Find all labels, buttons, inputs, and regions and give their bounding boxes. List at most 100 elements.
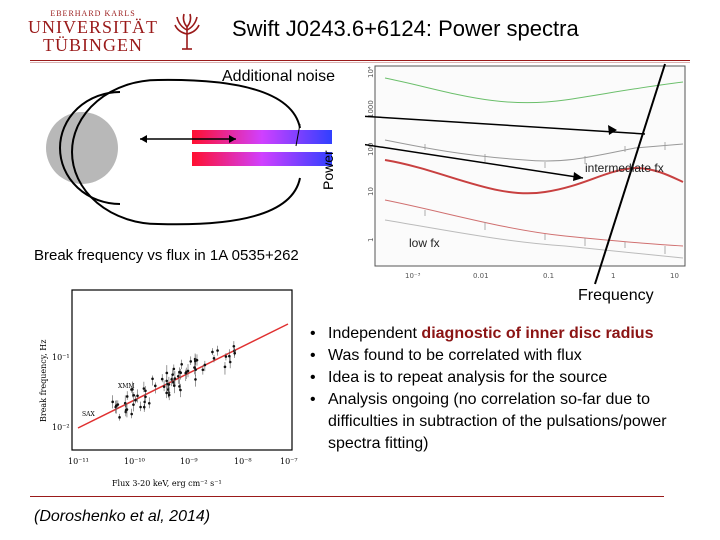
- data-point: [142, 405, 146, 409]
- spectrum-curve-grey: [384, 139, 684, 162]
- data-point: [224, 355, 228, 358]
- x-tick-label: 10⁻⁷: [280, 457, 298, 466]
- flux-plot-ylabel: Break frequency, Hz: [39, 340, 48, 423]
- data-point: [232, 344, 236, 348]
- x-tick-label: 10: [670, 272, 679, 280]
- data-point: [211, 350, 214, 354]
- bullet-item: • Analysis ongoing (no correlation so-far…: [310, 391, 667, 452]
- x-tick-label: 10⁻³: [405, 272, 421, 280]
- footer-divider: [30, 496, 664, 497]
- data-point: [233, 351, 237, 355]
- neutron-star: [46, 112, 118, 184]
- data-point: [165, 371, 169, 375]
- spectra-ylabel: Power: [320, 150, 336, 190]
- y-tick-label: 10⁴: [367, 66, 375, 78]
- y-tick-label: 10: [367, 187, 375, 196]
- data-point: [193, 359, 197, 363]
- data-point: [114, 404, 118, 407]
- data-point: [176, 375, 180, 378]
- bullet-item: • Independent diagnostic of inner disc ra…: [310, 325, 654, 342]
- data-point: [172, 384, 176, 387]
- flux-data-points: [111, 341, 237, 421]
- header-divider: [30, 60, 690, 61]
- disc-upper-band: [192, 130, 332, 144]
- data-point: [189, 360, 193, 363]
- data-point: [223, 365, 227, 369]
- data-point: [212, 357, 216, 360]
- data-point: [193, 366, 196, 369]
- data-point: [144, 389, 147, 393]
- magnetosphere-inner-line: [59, 91, 121, 205]
- palm-tree-logo-icon: [174, 13, 200, 50]
- header-divider-light: [30, 62, 690, 63]
- data-point: [118, 416, 121, 419]
- logo-small-text: EBERHARD KARLS: [50, 9, 136, 18]
- break-frequency-flux-plot: Break frequency, Hz Flux 3-20 keV, erg c…: [39, 289, 298, 488]
- y-tick-label: 100: [367, 143, 375, 156]
- data-point: [194, 378, 197, 381]
- logo-line1: UNIVERSITÄT: [28, 17, 158, 37]
- disc-lower-band: [192, 152, 332, 166]
- data-point: [194, 368, 197, 371]
- page-title: Swift J0243.6+6124: Power spectra: [232, 16, 579, 41]
- data-point: [165, 391, 168, 395]
- x-tick-label: 1: [611, 272, 615, 280]
- data-point: [173, 377, 177, 380]
- spectrum-curve-lower: [384, 219, 684, 259]
- correlation-fit-line: [77, 323, 289, 429]
- data-point: [130, 388, 133, 391]
- data-point: [178, 370, 181, 374]
- data-point: [228, 354, 231, 358]
- data-point: [125, 408, 129, 411]
- noise-arrow: [365, 115, 646, 135]
- data-point: [172, 367, 176, 371]
- data-point: [142, 387, 146, 390]
- magnetosphere-outer-line: [71, 79, 159, 225]
- sax-annotation: SAX: [82, 411, 95, 418]
- bullet-list: • Independent diagnostic of inner disc ra…: [308, 323, 708, 455]
- citation: (Doroshenko et al, 2014): [34, 508, 211, 525]
- data-point: [203, 363, 207, 367]
- data-point: [139, 405, 142, 409]
- flux-plot-frame: [71, 289, 293, 451]
- data-point: [171, 373, 174, 376]
- data-point: [144, 395, 147, 399]
- y-tick-label: 1000: [367, 100, 375, 118]
- break-frequency-title: Break frequency vs flux in 1A 0535+262: [34, 247, 299, 264]
- x-tick-label: 0.01: [473, 272, 489, 280]
- data-point: [132, 403, 135, 406]
- xmm-annotation: XMM: [118, 383, 135, 390]
- data-point: [186, 369, 190, 373]
- x-tick-label: 0.1: [543, 272, 554, 280]
- data-point: [130, 412, 133, 416]
- spectrum-curve-green: [384, 77, 684, 104]
- spectra-xlabel: Frequency: [578, 287, 654, 304]
- data-point: [147, 402, 151, 405]
- data-point: [216, 349, 219, 352]
- additional-noise-label: Additional noise: [222, 68, 335, 85]
- data-point: [132, 393, 136, 397]
- data-point: [184, 371, 188, 375]
- x-tick-label: 10⁻⁹: [180, 457, 198, 466]
- data-point: [167, 393, 171, 397]
- data-point: [134, 398, 137, 402]
- data-point: [179, 388, 182, 392]
- intermediate-fx-label: intermediate fx: [585, 161, 664, 175]
- power-spectra-plot: 10⁴ 1000 100 10 1 10⁻³ 0.01 0.1 1 10: [365, 63, 686, 285]
- data-point: [160, 377, 164, 381]
- data-point: [165, 379, 169, 383]
- spectrum-curve-lowfx: [384, 199, 684, 247]
- low-fx-label: low fx: [409, 236, 440, 250]
- intermediate-arrow: [365, 143, 584, 179]
- data-point: [136, 394, 139, 398]
- disc-sketch: [46, 78, 332, 226]
- data-point: [125, 395, 129, 398]
- university-logo-text: EBERHARD KARLS UNIVERSITÄT TÜBINGEN: [18, 9, 168, 55]
- x-tick-label: 10⁻⁸: [234, 457, 252, 466]
- y-tick-label: 1: [367, 238, 375, 242]
- data-point: [201, 368, 205, 372]
- flux-plot-xlabel: Flux 3-20 keV, erg cm⁻² s⁻¹: [112, 479, 222, 488]
- data-point: [180, 362, 184, 366]
- x-tick-label: 10⁻¹⁰: [124, 457, 145, 466]
- bullet-item: • Was found to be correlated with flux: [310, 347, 582, 364]
